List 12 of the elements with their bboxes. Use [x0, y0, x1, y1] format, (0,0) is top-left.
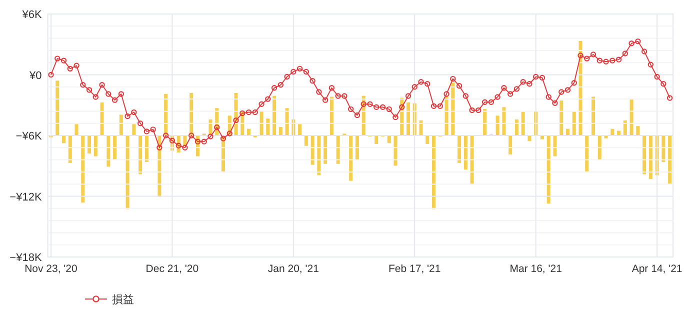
x-tick-label: Apr 14, '21 — [632, 263, 682, 275]
y-tick-label: −¥18K — [10, 252, 42, 264]
x-tick-label: Dec 21, '20 — [146, 263, 199, 275]
y-tick-label: ¥0 — [28, 70, 42, 82]
y-tick-label: −¥12K — [10, 191, 42, 204]
x-tick-label: Nov 23, '20 — [24, 263, 78, 275]
y-tick-label: ¥6K — [21, 9, 42, 21]
y-tick-label: −¥6K — [16, 130, 42, 142]
legend-label: 損益 — [112, 294, 134, 306]
x-tick-label: Jan 20, '21 — [268, 263, 320, 275]
x-tick-label: Mar 16, '21 — [510, 263, 562, 275]
x-tick-label: Feb 17, '21 — [388, 263, 441, 275]
